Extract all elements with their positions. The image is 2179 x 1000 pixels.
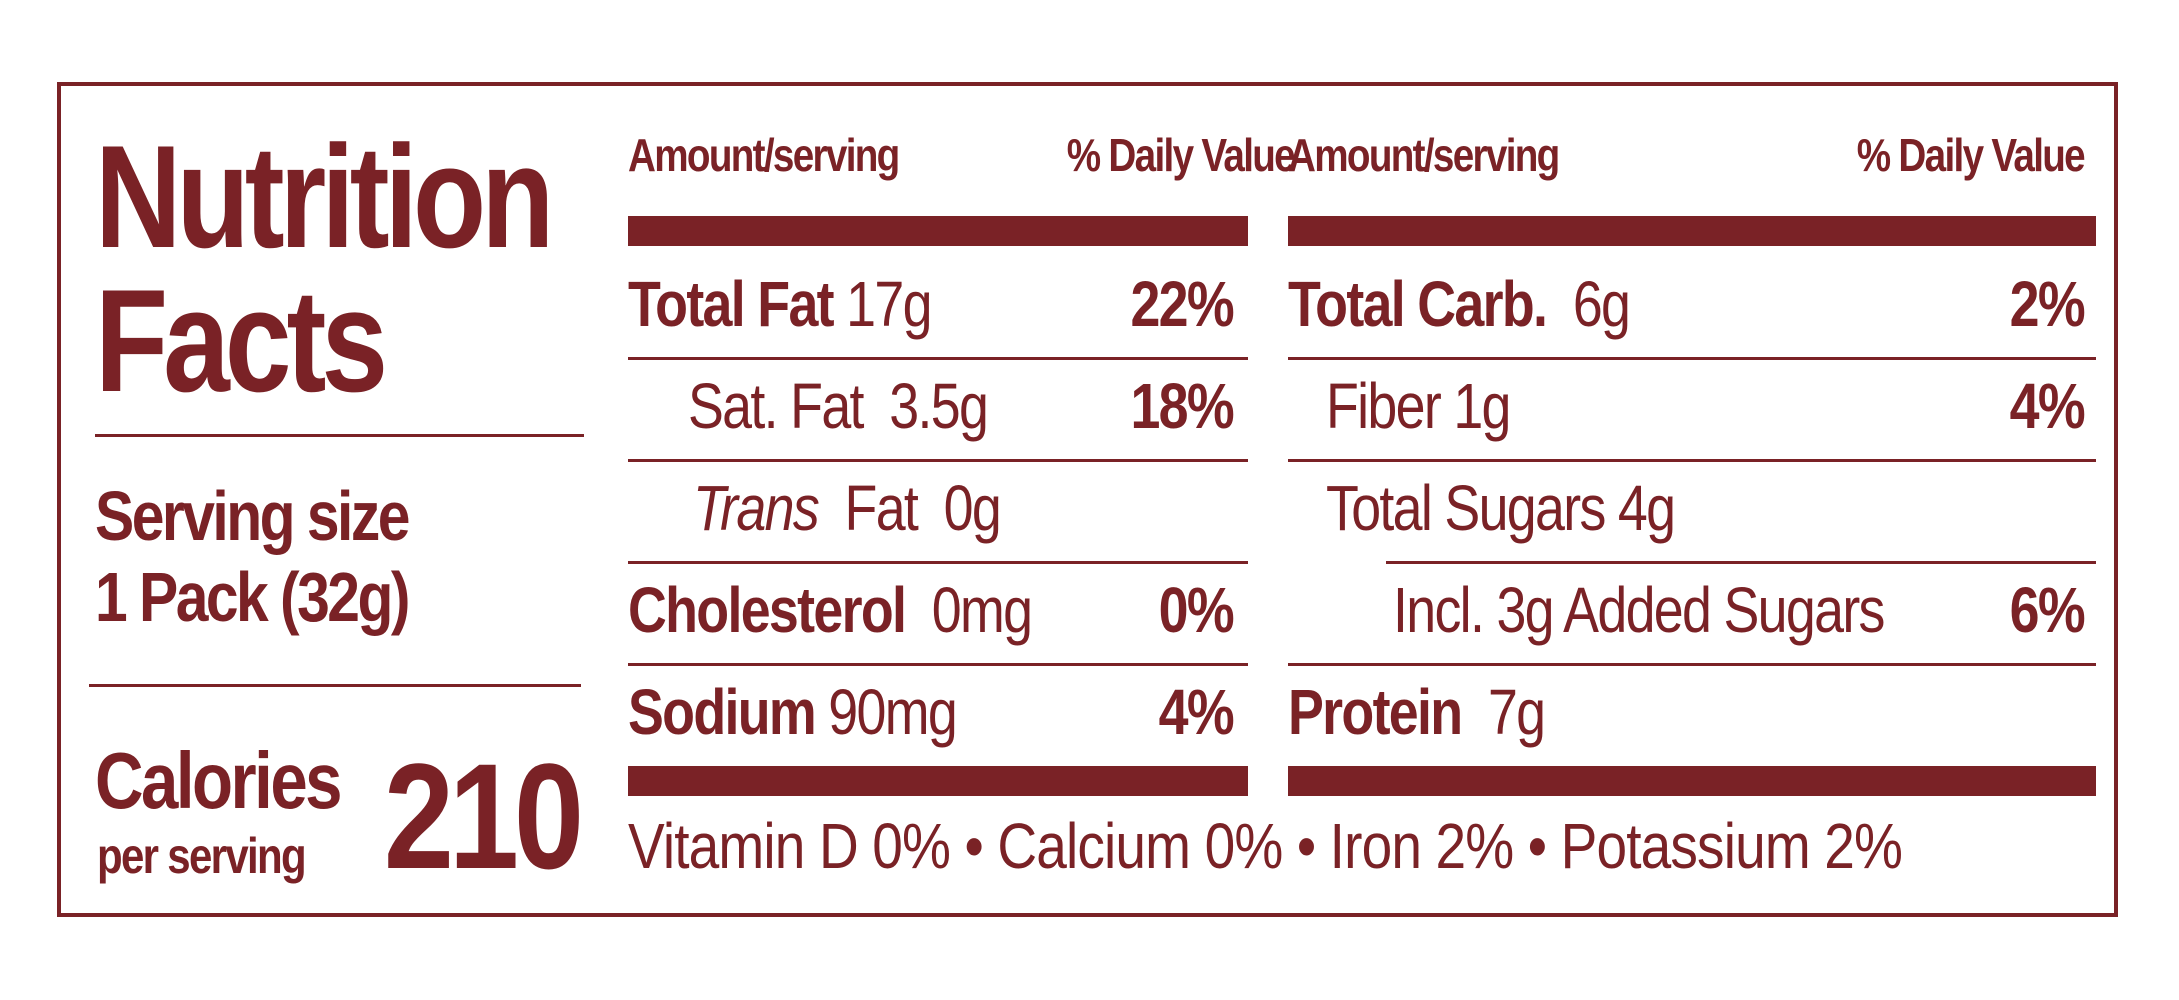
nutrient-name: Total Sugars — [1326, 472, 1606, 544]
title-line-1: Nutrition — [95, 115, 554, 278]
title-divider — [95, 434, 584, 437]
row-divider — [1288, 357, 2096, 360]
nutrient-name: Protein — [1288, 676, 1463, 748]
nutrient-dv: 4% — [2009, 370, 2086, 442]
nutrient-amount: 3.5g — [889, 370, 989, 442]
vitamins-line: Vitamin D 0% • Calcium 0% • Iron 2% • Po… — [628, 810, 1903, 882]
left-footer-bar — [628, 766, 1248, 796]
nutrient-amount: 0g — [943, 472, 1002, 544]
nutrition-facts-panel: Nutrition Facts Serving size 1 Pack (32g… — [57, 82, 2118, 917]
nutrient-amount: 17g — [846, 268, 932, 340]
nutrient-name: Total Carb. — [1288, 268, 1548, 340]
row-divider — [628, 357, 1248, 360]
nutrient-amount: 90mg — [828, 676, 957, 748]
nutrient-name: Total Fat — [628, 268, 835, 340]
nutrient-amount: 7g — [1487, 676, 1546, 748]
right-header-bar — [1288, 216, 2096, 246]
nutrient-dv: 18% — [1130, 370, 1234, 442]
nutrient-name: Sodium — [628, 676, 817, 748]
nutrient-name: Sat. Fat — [688, 370, 864, 442]
nutrient-dv: 4% — [1158, 676, 1235, 748]
row-divider — [628, 459, 1248, 462]
nutrient-dv: 2% — [2009, 268, 2086, 340]
right-header-dv: % Daily Value — [1856, 129, 2086, 181]
calories-label: Calories — [95, 736, 343, 825]
nutrient-amount: 1g — [1453, 370, 1511, 442]
row-divider — [628, 561, 1248, 564]
serving-divider — [89, 684, 581, 687]
row-divider — [1386, 561, 2096, 564]
nutrient-name-suffix: Fat — [844, 472, 919, 544]
left-header-dv: % Daily Value — [1066, 129, 1296, 181]
nutrient-amount: 0mg — [931, 574, 1033, 646]
calories-sub-label: per serving — [97, 828, 307, 884]
title-line-2: Facts — [95, 259, 388, 422]
left-header-amount: Amount/serving — [628, 129, 900, 181]
calories-value: 210 — [383, 732, 584, 900]
nutrient-dv: 6% — [2009, 574, 2086, 646]
row-divider — [1288, 459, 2096, 462]
row-divider — [1288, 663, 2096, 666]
serving-size-value: 1 Pack (32g) — [95, 558, 410, 636]
nutrient-dv: 0% — [1158, 574, 1235, 646]
nutrient-name: Trans — [693, 472, 820, 544]
serving-size-label: Serving size — [95, 477, 410, 555]
right-header-amount: Amount/serving — [1288, 129, 1560, 181]
nutrient-name: Incl. 3g Added Sugars — [1393, 574, 1885, 646]
nutrient-amount: 4g — [1617, 472, 1676, 544]
nutrient-amount: 6g — [1572, 268, 1631, 340]
left-header-bar — [628, 216, 1248, 246]
nutrient-name: Cholesterol — [628, 574, 907, 646]
right-footer-bar — [1288, 766, 2096, 796]
row-divider — [628, 663, 1248, 666]
nutrient-dv: 22% — [1130, 268, 1234, 340]
nutrient-name: Fiber — [1326, 370, 1442, 442]
